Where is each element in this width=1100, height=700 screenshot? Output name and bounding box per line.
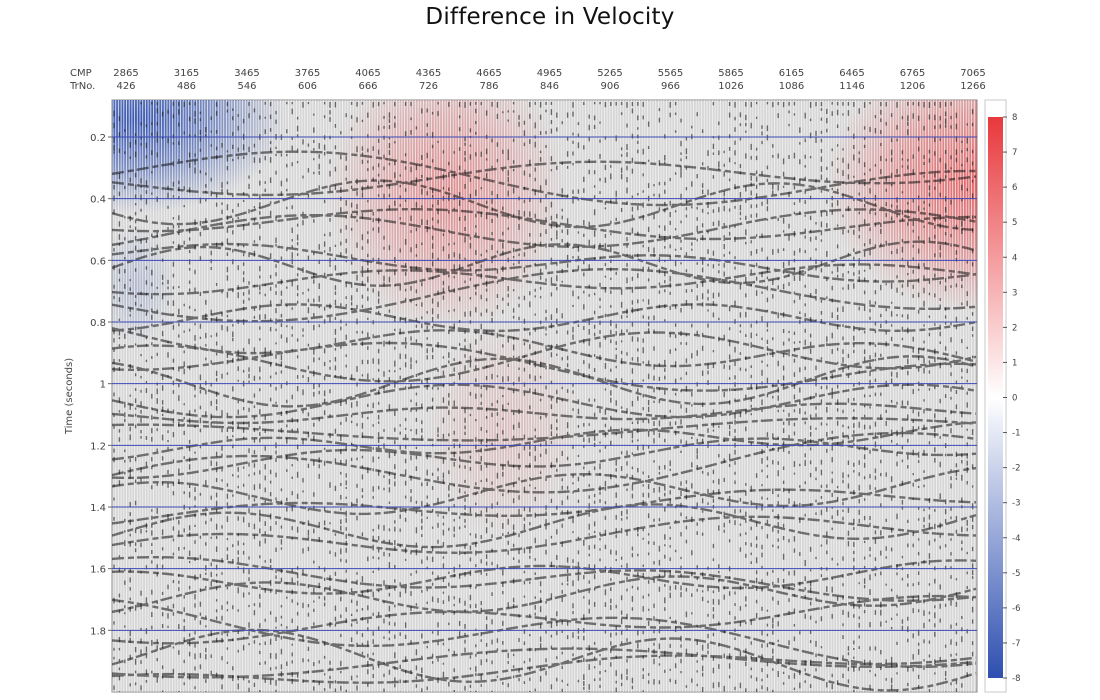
colorbar-tick-label: 0 [1012, 394, 1017, 404]
anomaly-blob [112, 225, 177, 345]
x-tick-label-cmp: 7065 [960, 68, 985, 79]
x-tick-label-trno: 846 [540, 81, 559, 92]
x-tick-label-cmp: 5565 [658, 68, 683, 79]
x-tick-label-cmp: 5865 [718, 68, 743, 79]
x-tick-label-trno: 786 [479, 81, 498, 92]
y-tick-label: 1.8 [90, 626, 106, 637]
x-tick-label-cmp: 4365 [416, 68, 441, 79]
colorbar-tick-label: -6 [1012, 604, 1020, 614]
colorbar-tick-label: -7 [1012, 639, 1020, 649]
colorbar-scale [988, 117, 1003, 678]
x-tick-label-cmp: 6765 [900, 68, 925, 79]
colorbar-tick-label: -8 [1012, 674, 1020, 684]
x-tick-label-cmp: 4665 [476, 68, 501, 79]
y-tick-label: 0.8 [90, 318, 106, 329]
x-tick-label-cmp: 3465 [234, 68, 259, 79]
y-axis: Time (seconds) 0.2 0.4 0.6 0.8 1 1.2 1.4 1.6 1.8 [64, 133, 112, 637]
x-tick-label-trno: 606 [298, 81, 317, 92]
trace-lines [112, 100, 975, 692]
colorbar-tick-label: 1 [1012, 358, 1017, 368]
colorbar-tick-label: 3 [1012, 288, 1017, 298]
x-tick-label-trno: 666 [358, 81, 377, 92]
colorbar-tick-label: 5 [1012, 218, 1017, 228]
colorbar-tick-label: -5 [1012, 569, 1020, 579]
x-tick-label-trno: 1266 [960, 81, 985, 92]
x-tick-label-trno: 1026 [718, 81, 743, 92]
y-axis-label: Time (seconds) [64, 358, 75, 435]
x-tick-label-cmp: 4965 [537, 68, 562, 79]
colorbar-tick-label: -3 [1012, 499, 1020, 509]
colorbar-tick-label: 4 [1012, 253, 1017, 263]
colorbar-tick-label: 8 [1012, 113, 1017, 123]
y-tick-label: 1.4 [90, 503, 106, 514]
colorbar-tick-label: 7 [1012, 148, 1017, 158]
x-axis-row-label-trno: TrNo. [69, 81, 95, 92]
seismic-trace-layer [112, 100, 977, 692]
x-tick-label-trno: 426 [116, 81, 135, 92]
colorbar: 8 7 6 5 4 3 2 1 0 -1 -2 -3 -4 -5 -6 -7 -8 [984, 99, 1020, 693]
y-tick-label: 0.6 [90, 256, 106, 267]
x-tick-label-trno: 486 [177, 81, 196, 92]
colorbar-tick-label: -4 [1012, 534, 1020, 544]
colorbar-tick-label: -2 [1012, 464, 1020, 474]
x-tick-label-cmp: 2865 [113, 68, 138, 79]
reflector-events [112, 150, 977, 692]
x-tick-label-cmp: 6165 [779, 68, 804, 79]
x-tick-label-cmp: 3765 [295, 68, 320, 79]
x-tick-label-cmp: 5265 [597, 68, 622, 79]
y-tick-label: 1.6 [90, 565, 106, 576]
y-tick-label: 0.2 [90, 133, 106, 144]
x-tick-label-trno: 1146 [839, 81, 864, 92]
y-tick-label: 1 [100, 380, 106, 391]
x-tick-label-cmp: 4065 [355, 68, 380, 79]
x-axis: CMP TrNo. 2865 3165 3465 3765 4065 4365 4665 49… [69, 68, 986, 92]
x-tick-label-trno: 546 [237, 81, 256, 92]
colorbar-tick-label: 6 [1012, 183, 1017, 193]
horizontal-gridlines [112, 136, 977, 631]
x-tick-label-trno: 726 [419, 81, 438, 92]
x-axis-row-label-cmp: CMP [70, 68, 92, 79]
x-tick-label-trno: 1206 [900, 81, 925, 92]
x-tick-label-trno: 966 [661, 81, 680, 92]
x-tick-label-cmp: 6465 [839, 68, 864, 79]
x-tick-label-trno: 1086 [779, 81, 804, 92]
colorbar-tick-label: 2 [1012, 323, 1017, 333]
y-tick-label: 0.4 [90, 195, 106, 206]
x-tick-label-cmp: 3165 [174, 68, 199, 79]
colorbar-tick-label: -1 [1012, 429, 1020, 439]
chart-title: Difference in Velocity [425, 4, 675, 30]
y-tick-label: 1.2 [90, 441, 106, 452]
x-tick-label-trno: 906 [600, 81, 619, 92]
